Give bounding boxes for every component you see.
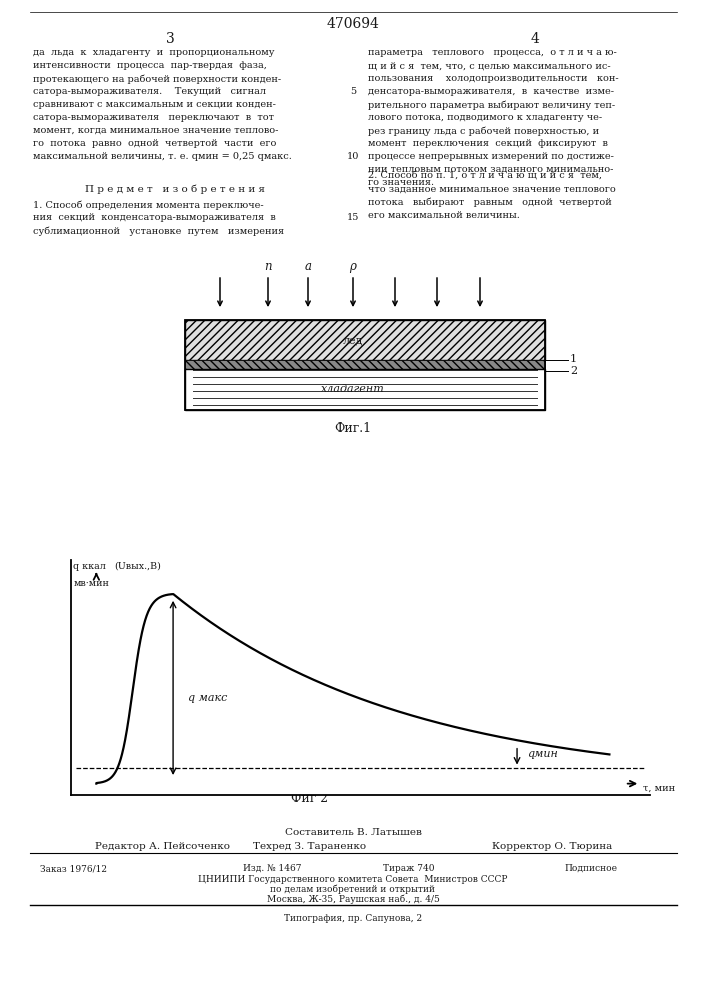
- Text: Изд. № 1467: Изд. № 1467: [243, 864, 301, 873]
- Text: ρ: ρ: [349, 260, 356, 273]
- Text: да  льда  к  хладагенту  и  пропорциональному: да льда к хладагенту и пропорциональному: [33, 48, 274, 57]
- Text: что заданное минимальное значение теплового: что заданное минимальное значение теплов…: [368, 184, 616, 194]
- Text: рез границу льда с рабочей поверхностью, и: рез границу льда с рабочей поверхностью,…: [368, 126, 599, 135]
- Text: нии тепловым потоком заданного минимально-: нии тепловым потоком заданного минимальн…: [368, 165, 614, 174]
- Text: q ккал: q ккал: [74, 562, 106, 571]
- Text: Редактор А. Пейсоченко: Редактор А. Пейсоченко: [95, 842, 230, 851]
- Text: го  потока  равно  одной  четвертой  части  его: го потока равно одной четвертой части ег…: [33, 139, 276, 148]
- Text: момент, когда минимальное значение теплово-: момент, когда минимальное значение тепло…: [33, 126, 279, 135]
- Bar: [185, 320, 545, 360]
- Text: П р е д м е т   и з о б р е т е н и я: П р е д м е т и з о б р е т е н и я: [85, 184, 265, 194]
- Text: сатора-вымораживателя   переключают  в  тот: сатора-вымораживателя переключают в тот: [33, 113, 274, 122]
- Bar: [185, 320, 545, 410]
- Text: 4: 4: [530, 32, 539, 46]
- Text: n: n: [264, 260, 271, 273]
- Text: Составитель В. Латышев: Составитель В. Латышев: [284, 828, 421, 837]
- Text: хладагент: хладагент: [321, 384, 385, 394]
- Text: Типография, пр. Сапунова, 2: Типография, пр. Сапунова, 2: [284, 914, 422, 923]
- Text: лового потока, подводимого к хладагенту че-: лового потока, подводимого к хладагенту …: [368, 113, 602, 122]
- Text: 470694: 470694: [327, 17, 380, 31]
- Bar: [185, 369, 545, 410]
- Text: 2: 2: [570, 365, 577, 375]
- Text: щ и й с я  тем, что, с целью максимального ис-: щ и й с я тем, что, с целью максимальног…: [368, 61, 611, 70]
- Text: денсатора-вымораживателя,  в  качестве  изме-: денсатора-вымораживателя, в качестве изм…: [368, 87, 614, 96]
- Text: 1. Способ определения момента переключе-: 1. Способ определения момента переключе-: [33, 200, 264, 210]
- Text: Москва, Ж-35, Раушская наб., д. 4/5: Москва, Ж-35, Раушская наб., д. 4/5: [267, 895, 440, 904]
- Text: рительного параметра выбирают величину теп-: рительного параметра выбирают величину т…: [368, 100, 615, 109]
- Text: Подписное: Подписное: [564, 864, 617, 873]
- Text: 2. Способ по п. 1, о т л и ч а ю щ и й с я  тем,: 2. Способ по п. 1, о т л и ч а ю щ и й с…: [368, 172, 602, 180]
- Text: сравнивают с максимальным и секции конден-: сравнивают с максимальным и секции конде…: [33, 100, 276, 109]
- Text: ния  секций  конденсатора-вымораживателя  в: ния секций конденсатора-вымораживателя в: [33, 213, 276, 222]
- Text: сатора-вымораживателя.    Текущий   сигнал: сатора-вымораживателя. Текущий сигнал: [33, 87, 266, 96]
- Text: 15: 15: [347, 213, 359, 222]
- Text: 1: 1: [570, 355, 577, 364]
- Text: сублимационной   установке  путем   измерения: сублимационной установке путем измерения: [33, 226, 284, 236]
- Text: Фиг.1: Фиг.1: [334, 422, 372, 435]
- Text: qмин: qмин: [527, 749, 559, 759]
- Text: 3: 3: [165, 32, 175, 46]
- Text: Тираж 740: Тираж 740: [383, 864, 435, 873]
- Text: момент  переключения  секций  фиксируют  в: момент переключения секций фиксируют в: [368, 139, 608, 148]
- Text: го значения.: го значения.: [368, 178, 434, 187]
- Text: (Uвых.,B): (Uвых.,B): [115, 562, 161, 571]
- Text: потока   выбирают   равным   одной  четвертой: потока выбирают равным одной четвертой: [368, 198, 612, 207]
- Text: ЦНИИПИ Государственного комитета Совета  Министров СССР: ЦНИИПИ Государственного комитета Совета …: [198, 875, 508, 884]
- Text: процессе непрерывных измерений по достиже-: процессе непрерывных измерений по достиж…: [368, 152, 614, 161]
- Text: лед: лед: [343, 335, 363, 345]
- Bar: [185, 360, 545, 369]
- Text: Техред З. Тараненко: Техред З. Тараненко: [253, 842, 366, 851]
- Text: 5: 5: [350, 87, 356, 96]
- Text: мв·мин: мв·мин: [74, 579, 109, 588]
- Text: a: a: [305, 260, 312, 273]
- Text: интенсивности  процесса  пар-твердая  фаза,: интенсивности процесса пар-твердая фаза,: [33, 61, 267, 70]
- Text: Заказ 1976/12: Заказ 1976/12: [40, 864, 107, 873]
- Text: параметра   теплового   процесса,  о т л и ч а ю-: параметра теплового процесса, о т л и ч …: [368, 48, 617, 57]
- Text: 10: 10: [347, 152, 359, 161]
- Text: Фиг 2: Фиг 2: [291, 792, 329, 805]
- Text: пользования    холодопроизводительности   кон-: пользования холодопроизводительности кон…: [368, 74, 619, 83]
- Text: τ, мин: τ, мин: [643, 784, 675, 793]
- Text: по делам изобретений и открытий: по делам изобретений и открытий: [271, 885, 436, 894]
- Text: его максимальной величины.: его максимальной величины.: [368, 211, 520, 220]
- Text: q макс: q макс: [189, 693, 228, 703]
- Text: Корректор О. Тюрина: Корректор О. Тюрина: [492, 842, 612, 851]
- Text: протекающего на рабочей поверхности конден-: протекающего на рабочей поверхности конд…: [33, 74, 281, 84]
- Text: максимальной величины, т. е. qмин = 0,25 qмакс.: максимальной величины, т. е. qмин = 0,25…: [33, 152, 292, 161]
